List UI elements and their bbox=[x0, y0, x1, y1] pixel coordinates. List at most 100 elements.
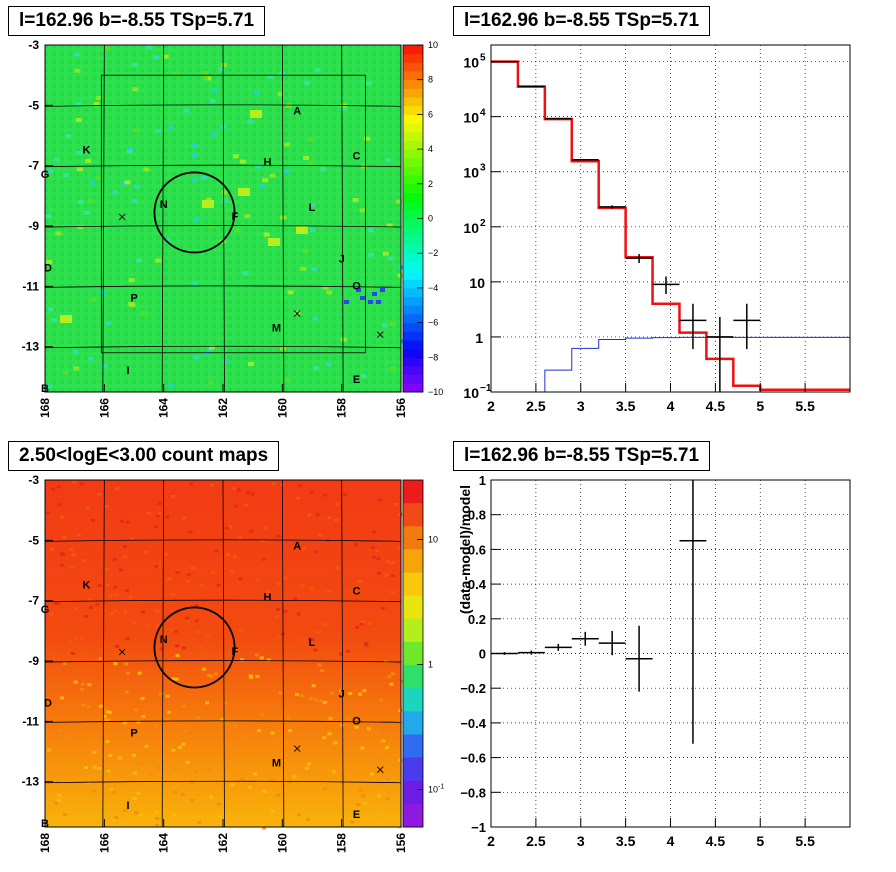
colorbar-cell bbox=[403, 757, 423, 782]
map-pixel bbox=[259, 184, 266, 189]
grid-line-lat bbox=[44, 599, 402, 603]
source-label: E bbox=[353, 374, 360, 386]
source-label: C bbox=[353, 586, 361, 598]
map-pixel bbox=[155, 823, 160, 827]
source-label: K bbox=[83, 145, 91, 157]
map-pixel bbox=[158, 502, 162, 505]
source-label: E bbox=[353, 809, 360, 821]
x-tick-label: 156 bbox=[394, 833, 408, 853]
map-pixel bbox=[104, 46, 111, 50]
x-tick-label: 2 bbox=[487, 398, 495, 414]
map-pixel bbox=[76, 533, 81, 537]
map-pixel bbox=[74, 607, 79, 611]
map-pixel bbox=[333, 741, 338, 745]
map-pixel bbox=[87, 781, 92, 785]
map-pixel bbox=[206, 673, 211, 677]
colorbar-cell bbox=[403, 365, 423, 376]
map-pixel bbox=[379, 698, 384, 702]
map-pixel bbox=[359, 622, 364, 626]
map-pixel bbox=[65, 134, 72, 139]
map-pixel bbox=[191, 143, 198, 148]
map-pixel bbox=[377, 498, 382, 502]
map-pixel bbox=[206, 634, 211, 638]
y-tick-label: −0.2 bbox=[460, 681, 486, 696]
colorbar-label: 4 bbox=[428, 144, 433, 154]
x-tick-label: 158 bbox=[335, 833, 349, 853]
map-pixel bbox=[155, 258, 162, 263]
map-pixel bbox=[397, 546, 401, 550]
map-pixel bbox=[356, 803, 361, 807]
colorbar-cell bbox=[403, 803, 423, 828]
map-pixel bbox=[79, 651, 84, 655]
map-pixel bbox=[149, 773, 154, 777]
map-pixel bbox=[209, 674, 214, 678]
y-tick-label: 0 bbox=[479, 647, 486, 662]
map-pixel bbox=[207, 768, 211, 772]
map-pixel bbox=[75, 118, 82, 122]
map-pixel bbox=[134, 708, 138, 712]
y-tick-label: -9 bbox=[28, 219, 39, 233]
map-pixel bbox=[155, 129, 161, 134]
map-pixel bbox=[376, 300, 381, 304]
map-pixel bbox=[220, 717, 225, 721]
map-pixel bbox=[57, 503, 62, 507]
map-pixel bbox=[165, 694, 170, 698]
map-pixel bbox=[63, 173, 70, 177]
map-pixel bbox=[76, 150, 83, 155]
y-tick-label: −1 bbox=[471, 820, 486, 835]
map-pixel bbox=[279, 71, 285, 76]
map-pixel bbox=[358, 788, 363, 792]
map-pixel bbox=[266, 658, 271, 662]
map-pixel bbox=[181, 742, 186, 746]
map-pixel bbox=[253, 772, 258, 776]
map-pixel bbox=[194, 619, 199, 623]
map-pixel bbox=[105, 740, 110, 744]
map-pixel bbox=[313, 698, 318, 702]
map-pixel bbox=[126, 149, 133, 154]
map-pixel bbox=[354, 725, 359, 729]
colorbar-cell bbox=[403, 140, 423, 150]
x-tick-label: 2.5 bbox=[526, 398, 546, 414]
map-pixel bbox=[77, 200, 84, 205]
x-tick-label: 168 bbox=[38, 833, 52, 853]
colorbar-cell bbox=[403, 780, 423, 805]
map-pixel bbox=[250, 110, 262, 118]
map-pixel bbox=[375, 731, 380, 735]
map-pixel bbox=[284, 142, 291, 147]
map-pixel bbox=[129, 537, 134, 541]
source-label: D bbox=[44, 262, 52, 274]
map-pixel bbox=[343, 493, 348, 497]
y-tick-exponent: 5 bbox=[480, 53, 486, 64]
map-pixel bbox=[105, 710, 110, 714]
colorbar-cell bbox=[403, 313, 423, 324]
map-pixel bbox=[263, 232, 270, 237]
map-pixel bbox=[202, 76, 208, 80]
map-pixel bbox=[216, 802, 221, 806]
map-pixel bbox=[155, 609, 160, 613]
map-pixel bbox=[112, 190, 119, 195]
map-pixel bbox=[313, 648, 318, 652]
map-pixel bbox=[154, 810, 159, 814]
grid-line-lat bbox=[44, 285, 402, 288]
map-pixel bbox=[162, 54, 169, 59]
map-pixel bbox=[83, 210, 90, 215]
map-pixel bbox=[49, 613, 54, 616]
colorbar-label: 10-1 bbox=[428, 783, 444, 794]
map-pixel bbox=[352, 198, 359, 203]
colorbar-label: 8 bbox=[428, 75, 433, 85]
map-pixel bbox=[132, 753, 136, 757]
map-pixel bbox=[159, 625, 164, 629]
map-pixel bbox=[323, 622, 328, 626]
colorbar-cell bbox=[403, 114, 423, 124]
x-tick-label: 4.5 bbox=[706, 398, 726, 414]
map-pixel bbox=[171, 677, 176, 681]
map-pixel bbox=[389, 682, 394, 686]
map-pixel bbox=[371, 546, 376, 550]
colorbar-cell bbox=[403, 227, 423, 237]
map-pixel bbox=[109, 594, 114, 598]
map-pixel bbox=[283, 610, 288, 613]
map-pixel bbox=[301, 547, 306, 551]
map-pixel bbox=[239, 658, 244, 662]
map-pixel bbox=[198, 645, 203, 649]
colorbar-cell bbox=[403, 734, 423, 759]
